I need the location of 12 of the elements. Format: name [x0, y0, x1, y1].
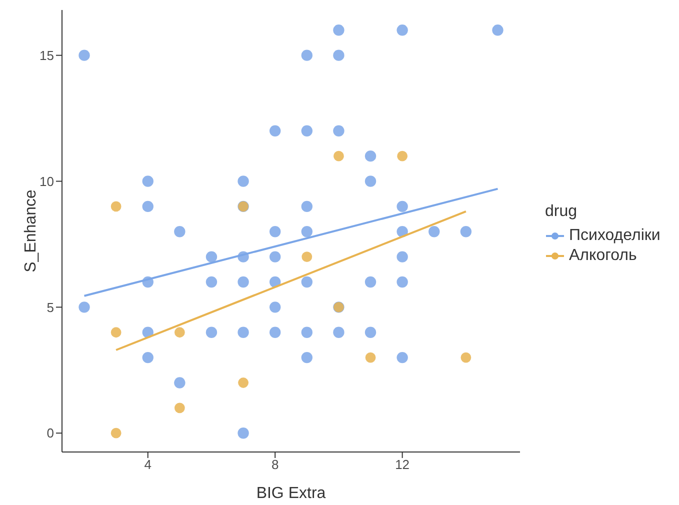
- y-tick-label: 5: [46, 300, 54, 315]
- legend-title: drug: [545, 203, 578, 221]
- y-tick-label: 10: [40, 174, 54, 189]
- legend-label: Алкоголь: [569, 247, 637, 265]
- y-tick-label: 0: [46, 426, 54, 441]
- x-axis-title: BIG Extra: [256, 485, 326, 502]
- y-axis-title: S_Enhance: [22, 190, 40, 272]
- y-tick-label: 15: [40, 48, 54, 63]
- x-tick-label: 12: [395, 457, 410, 472]
- legend-label: Психоделіки: [569, 227, 660, 245]
- x-tick-label: 8: [271, 457, 279, 472]
- x-tick-label: 4: [144, 457, 152, 472]
